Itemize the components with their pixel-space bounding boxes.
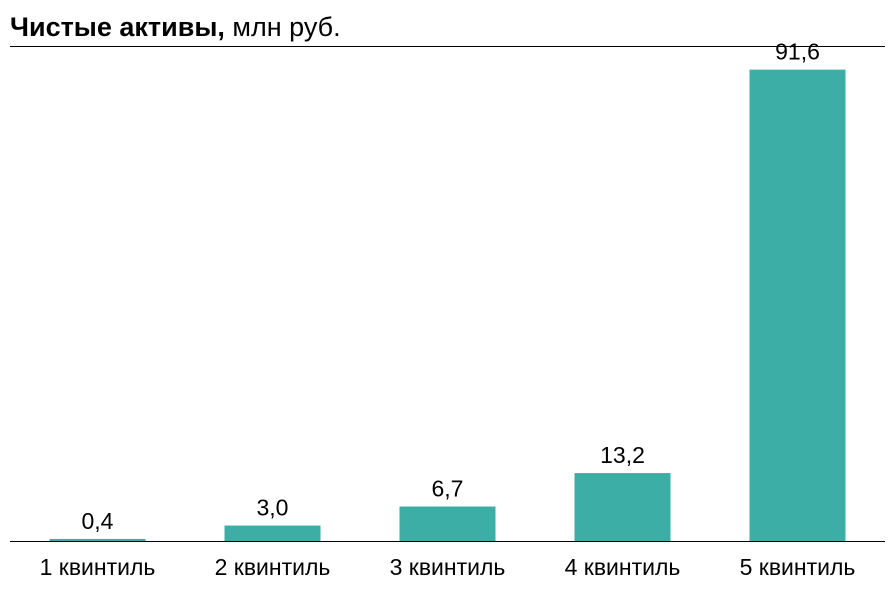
chart-title-bold: Чистые активы, (10, 12, 225, 42)
data-label-1: 0,4 (82, 508, 114, 534)
data-label-2: 3,0 (257, 495, 289, 521)
chart-title-unit: млн руб. (224, 12, 341, 42)
x-tick-label-4: 4 квинтиль (565, 554, 681, 580)
data-label-4: 13,2 (600, 442, 645, 468)
x-tick-label-5: 5 квинтиль (740, 554, 856, 580)
bar-2 (224, 525, 321, 541)
title-divider (10, 46, 885, 47)
x-tick-label-1: 1 квинтиль (40, 554, 156, 580)
chart-title: Чистые активы, млн руб. (10, 10, 341, 44)
x-tick-label-3: 3 квинтиль (390, 554, 506, 580)
data-label-5: 91,6 (775, 39, 820, 65)
bar-1 (49, 538, 146, 541)
x-tick-label-2: 2 квинтиль (215, 554, 331, 580)
bar-3 (399, 506, 496, 541)
bar-4 (574, 473, 671, 541)
bar-5 (749, 69, 846, 542)
data-label-3: 6,7 (432, 476, 464, 502)
